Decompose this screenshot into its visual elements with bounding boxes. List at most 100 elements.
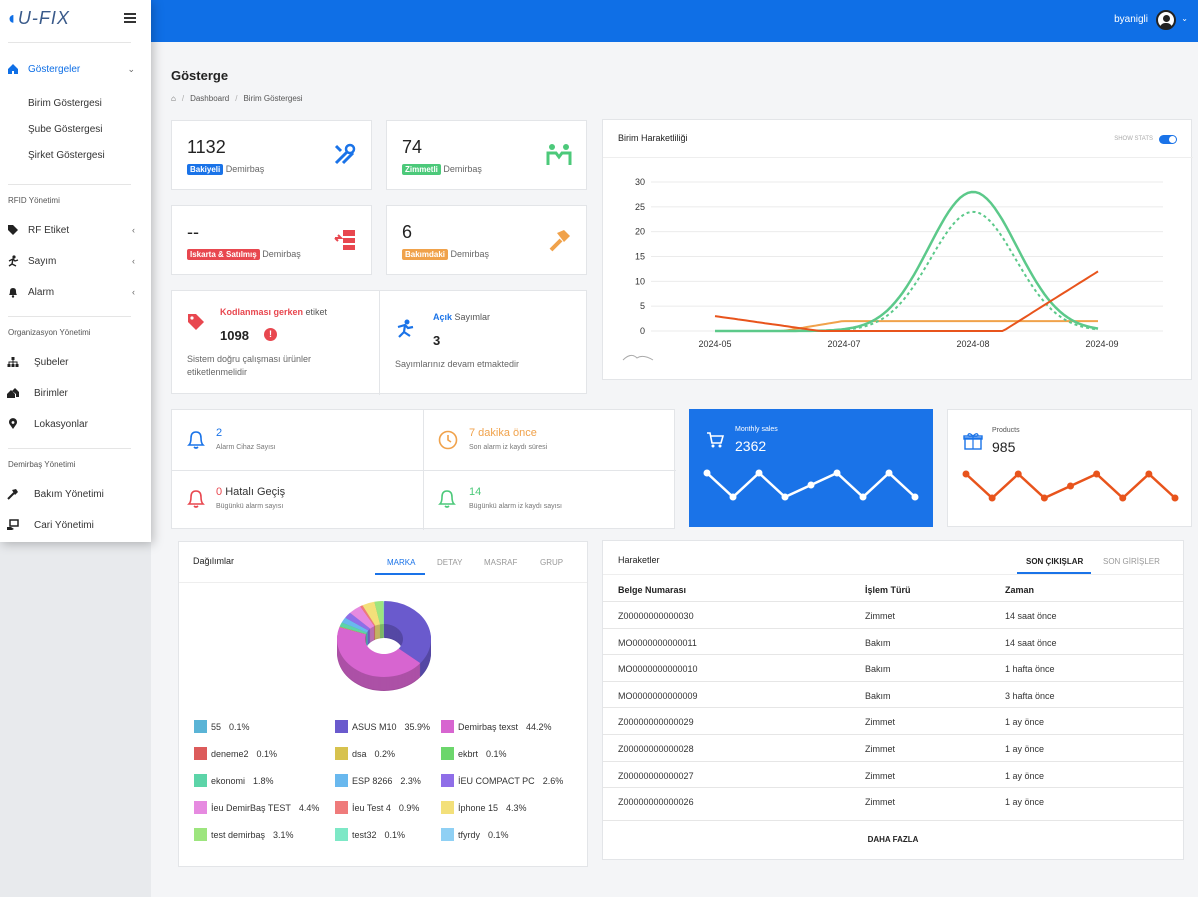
stat-card-bakiyeli[interactable]: 1132 Bakiyeli Demirbaş (171, 120, 372, 190)
spark-point (729, 493, 737, 501)
legend-swatch (194, 801, 207, 814)
donut-slice (339, 626, 367, 635)
legend-item[interactable]: İeu Test 4 0.9% (335, 801, 419, 814)
tab-marka[interactable]: MARKA (387, 558, 416, 567)
stat-value: 1132 (187, 137, 226, 157)
sidebar-item-rf-etiket[interactable]: RF Etiket ‹ (0, 217, 151, 243)
legend-percent: 0.1% (256, 748, 278, 759)
table-row[interactable]: Z00000000000029 Zimmet 1 ay önce (603, 707, 1183, 734)
table-row[interactable]: Z00000000000030 Zimmet 14 saat önce (603, 601, 1183, 628)
table-row[interactable]: Z00000000000027 Zimmet 1 ay önce (603, 760, 1183, 788)
legend-item[interactable]: ESP 8266 2.3% (335, 774, 421, 787)
legend-item[interactable]: 55 0.1% (194, 720, 250, 733)
sitemap-icon (7, 356, 19, 368)
sidebar-sub-sube[interactable]: Şube Göstergesi (28, 124, 103, 135)
chevron-down-icon[interactable]: ⌄ (1181, 14, 1188, 23)
tab-detay[interactable]: DETAY (437, 558, 463, 567)
sidebar-item-bakim[interactable]: Bakım Yönetimi (0, 481, 151, 507)
sidebar-item-sayim[interactable]: Sayım ‹ (0, 248, 151, 274)
stat-card-zimmetli[interactable]: 74 Zimmetli Demirbaş (386, 120, 587, 190)
bell-icon (187, 431, 205, 449)
tab-son-girisler[interactable]: SON GİRİŞLER (1103, 557, 1160, 566)
donut-slice (345, 612, 371, 631)
table-row[interactable]: Z00000000000026 Zimmet 1 ay önce (603, 787, 1183, 814)
avatar[interactable] (1156, 10, 1176, 30)
menu-icon[interactable] (124, 13, 136, 23)
main-content: Gösterge ⌂ / Dashboard / Birim Göstergesi … (151, 42, 1198, 897)
table-row[interactable]: Z00000000000028 Zimmet 1 ay önce (603, 734, 1183, 761)
alarm-value: 14 (469, 486, 482, 498)
legend-swatch (194, 720, 207, 733)
legend-item[interactable]: dsa 0.2% (335, 747, 395, 760)
legend-item[interactable]: Demirbaş texst 44.2% (441, 720, 552, 733)
table-row[interactable]: MO0000000000011 Bakım 14 saat önce (603, 627, 1183, 655)
spark-point (755, 469, 763, 477)
sidebar-item-alarm[interactable]: Alarm ‹ (0, 279, 151, 305)
legend-swatch (194, 828, 207, 841)
y-tick-label: 0 (640, 326, 645, 336)
breadcrumb-dashboard[interactable]: Dashboard (190, 94, 230, 103)
column-header: Zaman (1005, 585, 1035, 595)
legend-item[interactable]: test32 0.1% (335, 828, 405, 841)
logo[interactable]: ◖U-FIX (6, 8, 70, 28)
sayim-value: 3 (433, 333, 441, 348)
stat-value: -- (187, 222, 199, 242)
show-stats-toggle[interactable] (1159, 135, 1177, 144)
donut-chart (337, 601, 431, 691)
alarm-value: 0 (216, 486, 223, 498)
legend-label: İeu DemirBaş TEST (211, 802, 291, 813)
table-cell: Bakım (865, 664, 891, 675)
tab-grup[interactable]: GRUP (540, 558, 564, 567)
legend-item[interactable]: deneme2 0.1% (194, 747, 277, 760)
bell-icon (438, 490, 456, 508)
sidebar-item-cari[interactable]: Cari Yönetimi (0, 512, 151, 538)
legend-swatch (194, 774, 207, 787)
sidebar-item-dashboards[interactable]: Göstergeler ⌄ (0, 56, 151, 82)
legend-item[interactable]: İEU COMPACT PC 2.6% (441, 774, 563, 787)
table-cell: Z00000000000030 (618, 611, 694, 621)
legend-label: ekbrt (458, 748, 479, 759)
kod-desc: Sistem doğru çalışması ürünler etiketlen… (187, 354, 312, 377)
legend-swatch (335, 774, 348, 787)
spark-point (1040, 494, 1048, 502)
legend-percent: 0.2% (374, 748, 396, 759)
sidebar-sub-birim[interactable]: Birim Göstergesi (28, 98, 102, 109)
sidebar-sub-sirket[interactable]: Şirket Göstergesi (28, 150, 105, 161)
table-row[interactable]: MO0000000000010 Bakım 1 hafta önce (603, 654, 1183, 681)
legend-item[interactable]: İeu DemirBaş TEST 4.4% (194, 801, 319, 814)
alarm-desc: Alarm Cihaz Sayısı (216, 444, 276, 451)
products-card: Products 985 (947, 409, 1192, 527)
stat-card-iskarta[interactable]: -- Iskarta & Satılmış Demirbaş (171, 205, 372, 275)
legend-item[interactable]: ASUS M10 35.9% (335, 720, 430, 733)
legend-label: İeu Test 4 (352, 802, 391, 813)
line-chart: 0 5 10 15 20 25 30 2024-05 2024-07 2024-08 2024-09 (622, 177, 1163, 361)
legend-item[interactable]: İphone 15 4.3% (441, 801, 527, 814)
tab-masraf[interactable]: MASRAF (484, 558, 518, 567)
legend-label: dsa (352, 748, 367, 759)
sidebar-item-subeler[interactable]: Şubeler (0, 349, 151, 375)
tab-son-cikislar[interactable]: SON ÇIKIŞLAR (1026, 557, 1084, 566)
sidebar-item-lokasyonlar[interactable]: Lokasyonlar (0, 411, 151, 437)
sayim-desc: Sayımlarınız devam etmaktedir (395, 359, 520, 369)
kod-value: 1098 (220, 328, 249, 343)
more-button[interactable]: DAHA FAZLA (867, 835, 919, 844)
sidebar-item-birimler[interactable]: Birimler (0, 380, 151, 406)
spark-point (1119, 494, 1127, 502)
table-row[interactable]: MO0000000000009 Bakım 3 hafta önce (603, 680, 1183, 708)
legend-percent: 0.1% (488, 829, 509, 840)
legend-swatch (194, 747, 207, 760)
home-icon[interactable]: ⌂ (171, 94, 176, 103)
stat-card-bakimdaki[interactable]: 6 Bakımdaki Demirbaş (386, 205, 587, 275)
legend-item[interactable]: ekbrt 0.1% (441, 747, 507, 760)
donut-slice (384, 601, 431, 664)
spark-point (988, 494, 996, 502)
section-rfid: RFID Yönetimi (8, 196, 60, 205)
legend-percent: 0.1% (486, 748, 507, 759)
products-sparkline (962, 470, 1179, 502)
table-cell: Zimmet (865, 744, 895, 754)
user-name[interactable]: byanigli (1114, 14, 1148, 25)
legend-item[interactable]: tfyrdy 0.1% (441, 828, 509, 841)
legend-item[interactable]: ekonomi 1.8% (194, 774, 274, 787)
legend-item[interactable]: test demirbaş 3.1% (194, 828, 294, 841)
hammer-icon (7, 488, 19, 500)
